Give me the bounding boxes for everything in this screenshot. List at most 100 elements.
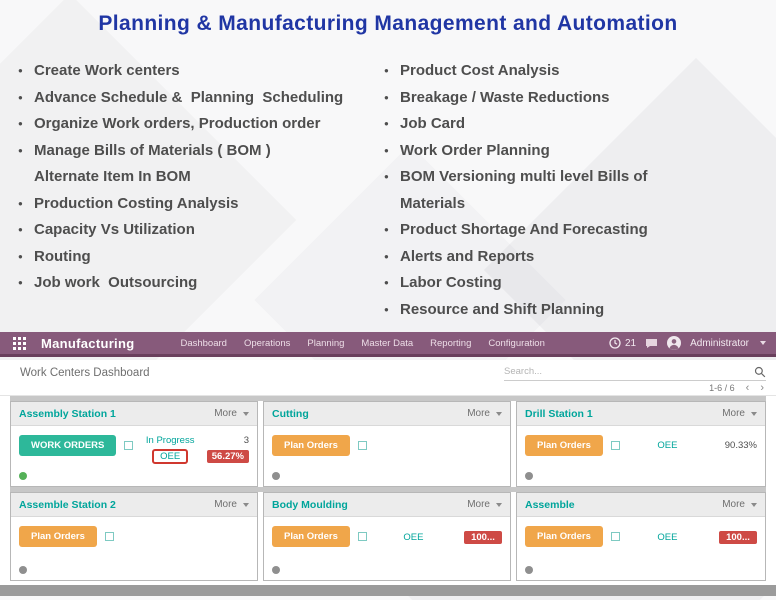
plan-orders-button[interactable]: Plan Orders <box>19 526 97 547</box>
workcenter-card: Cutting More Plan Orders <box>263 401 511 487</box>
menu-item-reporting[interactable]: Reporting <box>430 337 472 349</box>
card-header: Assemble More <box>517 493 765 517</box>
checkbox-icon[interactable] <box>124 441 134 450</box>
menu-item-operations[interactable]: Operations <box>243 337 291 349</box>
workcenter-title[interactable]: Body Moulding <box>272 498 348 511</box>
workcenter-title[interactable]: Assembly Station 1 <box>19 407 116 420</box>
feature-list-right: Product Cost Analysis Breakage / Waste R… <box>384 58 774 323</box>
more-label: More <box>722 499 745 510</box>
workcenter-card: Drill Station 1 More Plan Orders OEE 90.… <box>516 401 766 487</box>
feature-item: Breakage / Waste Reductions <box>384 85 774 112</box>
chevron-down-icon <box>243 411 249 416</box>
checkbox-icon[interactable] <box>357 532 367 541</box>
search-icon[interactable] <box>754 366 766 378</box>
workcenter-title[interactable]: Assemble Station 2 <box>19 498 116 511</box>
card-header: Assembly Station 1 More <box>11 402 257 426</box>
activity-count[interactable]: 21 <box>624 337 637 349</box>
card-header: Cutting More <box>264 402 510 426</box>
oee-link[interactable]: OEE <box>657 532 678 543</box>
page-title: Planning & Manufacturing Management and … <box>98 12 678 35</box>
card-stats: OEE 100... <box>628 531 757 544</box>
more-dropdown[interactable]: More <box>467 499 502 510</box>
feature-item: Resource and Shift Planning <box>384 297 774 324</box>
more-dropdown[interactable]: More <box>214 408 249 419</box>
apps-grid-icon[interactable] <box>13 336 26 350</box>
plan-orders-button[interactable]: Plan Orders <box>272 526 350 547</box>
plan-orders-button[interactable]: Plan Orders <box>272 435 350 456</box>
more-label: More <box>467 408 490 419</box>
feature-item: Product Cost Analysis <box>384 58 774 85</box>
oee-link[interactable]: OEE <box>403 532 424 543</box>
status-dot[interactable] <box>272 472 280 480</box>
status-dot[interactable] <box>525 566 533 574</box>
search-input[interactable] <box>504 366 754 377</box>
feature-item: Job Card <box>384 111 774 138</box>
oee-badge: 100... <box>719 531 757 544</box>
workcenter-title[interactable]: Cutting <box>272 407 309 420</box>
oee-link[interactable]: OEE <box>657 440 678 451</box>
more-dropdown[interactable]: More <box>722 408 757 419</box>
status-dot[interactable] <box>272 566 280 574</box>
clock-icon[interactable] <box>609 337 621 349</box>
workcenter-card: Body Moulding More Plan Orders OEE 100..… <box>263 492 511 581</box>
red-highlight-box: OEE <box>152 449 189 464</box>
card-header: Drill Station 1 More <box>517 402 765 426</box>
feature-list-left: Create Work centers Advance Schedule & P… <box>18 58 380 297</box>
checkbox-icon[interactable] <box>357 441 367 450</box>
pager: 1-6 / 6 ‹ › <box>709 381 764 394</box>
menu-item-master-data[interactable]: Master Data <box>361 337 414 349</box>
oee-value: 100... <box>707 531 757 544</box>
pager-prev-icon[interactable]: ‹ <box>745 381 750 394</box>
menu-item-configuration[interactable]: Configuration <box>488 337 545 349</box>
search-box <box>504 363 766 381</box>
menu-item-planning[interactable]: Planning <box>307 337 345 349</box>
card-body: Plan Orders <box>11 517 257 580</box>
oee-badge: 100... <box>464 531 502 544</box>
more-dropdown[interactable]: More <box>214 499 249 510</box>
feature-item-continued: Materials <box>400 194 466 212</box>
feature-item: Capacity Vs Utilization <box>18 217 380 244</box>
status-dot[interactable] <box>19 566 27 574</box>
feature-item: Organize Work orders, Production order <box>18 111 380 138</box>
workcenter-card: Assemble More Plan Orders OEE 100... <box>516 492 766 581</box>
work-orders-button[interactable]: WORK ORDERS <box>19 435 117 456</box>
user-menu[interactable]: Administrator <box>690 337 749 349</box>
feature-item: Work Order Planning <box>384 138 774 165</box>
breadcrumb: Work Centers Dashboard <box>20 367 150 379</box>
status-dot[interactable] <box>19 472 27 480</box>
menu-item-dashboard[interactable]: Dashboard <box>180 337 227 349</box>
oee-value: 90.33% <box>724 440 757 451</box>
more-dropdown[interactable]: More <box>722 499 757 510</box>
more-label: More <box>214 408 237 419</box>
avatar[interactable] <box>667 336 682 350</box>
card-stats: In Progress 3 OEE 56.27% <box>141 435 249 464</box>
pager-next-icon[interactable]: › <box>760 381 764 394</box>
checkbox-icon[interactable] <box>610 441 620 450</box>
chevron-down-icon <box>751 411 757 416</box>
chat-icon[interactable] <box>645 338 658 349</box>
plan-orders-button[interactable]: Plan Orders <box>525 435 603 456</box>
status-dot[interactable] <box>525 472 533 480</box>
feature-item: BOM Versioning multi level Bills of <box>384 164 774 191</box>
feature-item: Job work Outsourcing <box>18 270 380 297</box>
oee-value: 100... <box>452 531 502 544</box>
chevron-down-icon[interactable] <box>760 341 766 345</box>
more-dropdown[interactable]: More <box>467 408 502 419</box>
feature-item: Production Costing Analysis <box>18 191 380 218</box>
card-header: Assemble Station 2 More <box>11 493 257 517</box>
kanban-gutter <box>10 396 766 401</box>
kanban-gutter <box>10 487 766 492</box>
app-brand[interactable]: Manufacturing <box>41 335 135 351</box>
card-body: Plan Orders OEE 100... <box>517 517 765 580</box>
chevron-down-icon <box>751 502 757 507</box>
plan-orders-button[interactable]: Plan Orders <box>525 526 603 547</box>
workcenter-title[interactable]: Assemble <box>525 498 575 511</box>
workcenter-title[interactable]: Drill Station 1 <box>525 407 593 420</box>
oee-link[interactable]: OEE <box>141 449 199 464</box>
checkbox-icon[interactable] <box>104 532 114 541</box>
oee-value: 56.27% <box>199 450 249 463</box>
feature-item: Labor Costing <box>384 270 774 297</box>
card-body: Plan Orders <box>264 426 510 486</box>
in-progress-link[interactable]: In Progress <box>145 435 195 446</box>
checkbox-icon[interactable] <box>610 532 620 541</box>
